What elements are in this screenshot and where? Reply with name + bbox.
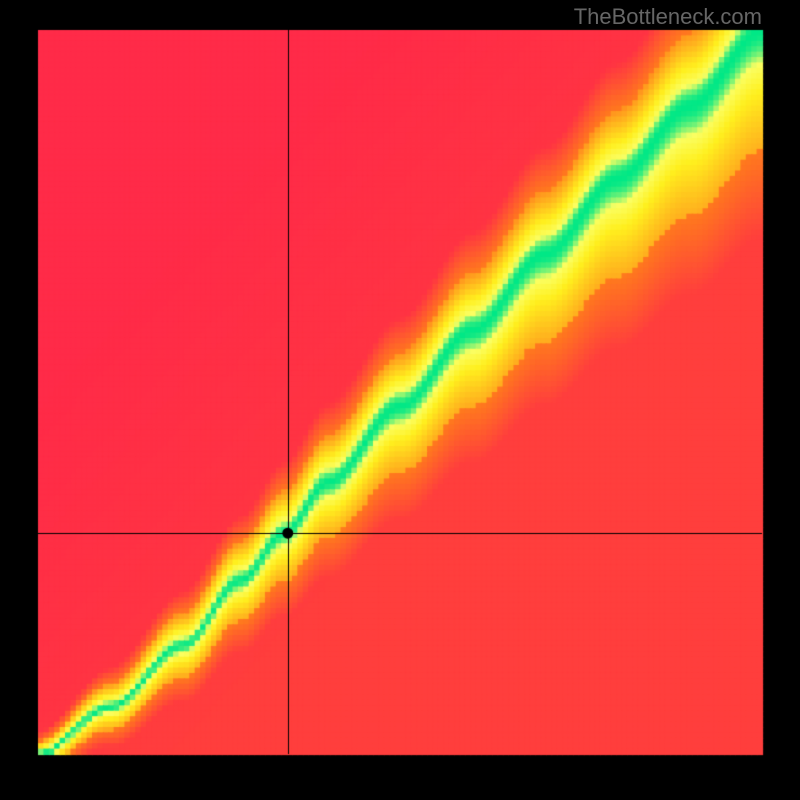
chart-frame: TheBottleneck.com [0,0,800,800]
watermark-text: TheBottleneck.com [574,4,762,30]
heatmap-canvas [0,0,800,800]
